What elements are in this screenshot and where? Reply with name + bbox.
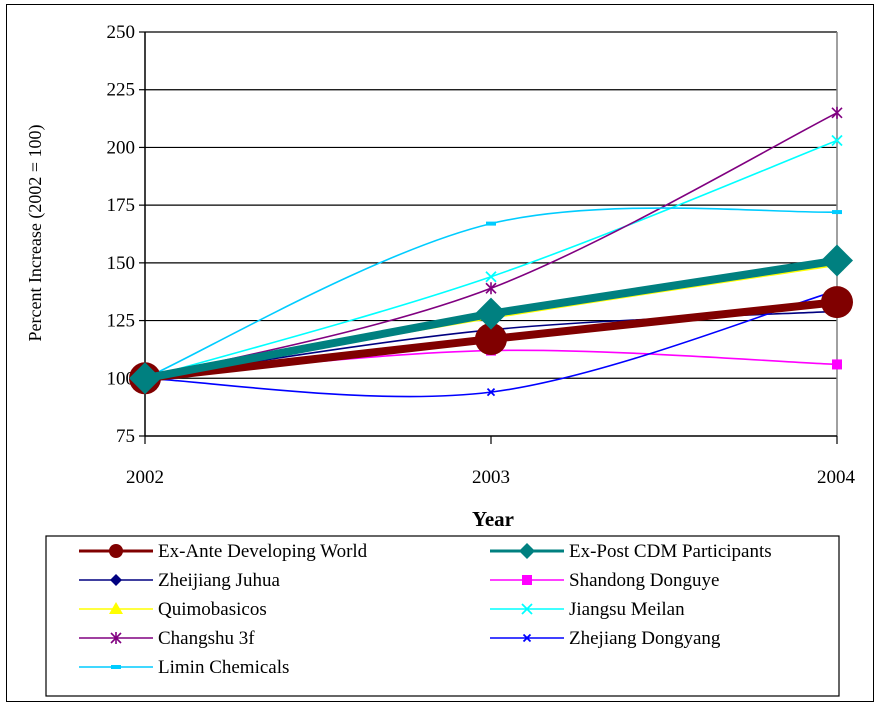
point-jiangsu-meilan-2004: [831, 134, 843, 147]
legend-item-jiangsu-meilan: Jiangsu Meilan: [490, 599, 685, 620]
y-tick-label-100: 100: [107, 368, 136, 389]
legend-item-ex-ante-developing-world: Ex-Ante Developing World: [79, 541, 368, 562]
legend-label-ex-ante-developing-world: Ex-Ante Developing World: [158, 541, 368, 562]
point-ex-post-cdm-participants-2004: [821, 244, 853, 277]
point-ex-ante-developing-world-2004: [821, 286, 853, 319]
y-axis-title: Percent Increase (2002 = 100): [25, 124, 46, 341]
y-tick-label-225: 225: [107, 80, 136, 101]
y-tick-label-150: 150: [107, 253, 136, 274]
point-zhejiang-dongyang-2003: [486, 388, 496, 397]
point-limin-chemicals-2003: [486, 221, 496, 226]
legend-marker-quimobasicos: [109, 602, 123, 614]
point-shandong-donguye-2004: [832, 359, 842, 370]
legend-item-quimobasicos: Quimobasicos: [79, 599, 267, 620]
legend-item-zhejiang-dongyang: Zhejiang Dongyang: [490, 628, 721, 649]
x-axis-title: Year: [472, 507, 514, 531]
point-jiangsu-meilan-2004-b: [831, 134, 843, 147]
y-tick-labels: 75 100 125 150 175 200 225 250: [107, 22, 136, 447]
legend-marker-zhejiang-dongyang-b: [522, 633, 532, 643]
y-tick-label-250: 250: [107, 22, 136, 43]
legend-marker-jiangsu-meilan: [521, 603, 533, 615]
legend-label-changshu-3f: Changshu 3f: [158, 628, 255, 649]
legend-marker-ex-ante-developing-world: [109, 544, 123, 558]
x-tick-labels: 2002 2003 2004: [126, 467, 856, 488]
chart-frame: 75 100 125 150 175 200 225 250 2002 2003 2004 Per…: [6, 4, 874, 702]
point-limin-chemicals-2004: [832, 210, 842, 215]
legend-marker-zhejiang-dongyang: [522, 633, 532, 643]
y-tick-label-125: 125: [107, 311, 136, 332]
legend-item-limin-chemicals: Limin Chemicals: [79, 657, 289, 678]
y-tick-label-175: 175: [107, 195, 136, 216]
series-ex-post-cdm-participants: [129, 244, 853, 395]
point-jiangsu-meilan-2003-b: [485, 271, 497, 283]
legend-item-ex-post-cdm-participants: Ex-Post CDM Participants: [490, 541, 772, 562]
y-tick-label-200: 200: [107, 137, 136, 158]
legend-marker-zheijiang-juhua: [110, 574, 122, 586]
legend-label-zheijiang-juhua: Zheijiang Juhua: [158, 570, 280, 591]
legend-item-shandong-donguye: Shandong Donguye: [490, 570, 719, 591]
legend-label-limin-chemicals: Limin Chemicals: [158, 657, 289, 678]
x-tick-label-2004: 2004: [817, 467, 856, 488]
legend-label-quimobasicos: Quimobasicos: [158, 599, 267, 620]
point-ex-ante-developing-world-2003: [475, 323, 507, 356]
legend-marker-shandong-donguye: [522, 575, 532, 585]
y-tick-label-75: 75: [116, 426, 135, 447]
point-changshu-3f-2003: [485, 282, 497, 295]
legend-box: [45, 535, 840, 697]
point-zhejiang-dongyang-2003-b: [486, 388, 496, 397]
legend-marker-limin-chemicals: [111, 665, 121, 669]
line-chart: 75 100 125 150 175 200 225 250 2002 2003 2004 Per…: [25, 22, 856, 697]
legend: Ex-Ante Developing World Ex-Post CDM Part…: [45, 535, 840, 697]
point-ex-post-cdm-participants-2003: [475, 297, 507, 330]
point-jiangsu-meilan-2003: [485, 271, 497, 283]
legend-label-ex-post-cdm-participants: Ex-Post CDM Participants: [569, 541, 772, 562]
legend-marker-jiangsu-meilan-b: [521, 603, 533, 615]
point-ex-post-cdm-participants-2002: [129, 362, 161, 395]
series-lines: [129, 106, 853, 398]
legend-label-jiangsu-meilan: Jiangsu Meilan: [569, 599, 685, 620]
legend-label-shandong-donguye: Shandong Donguye: [569, 570, 719, 591]
x-tick-label-2003: 2003: [472, 467, 510, 488]
legend-item-changshu-3f: Changshu 3f: [79, 628, 255, 649]
legend-marker-ex-post-cdm-participants: [519, 543, 535, 559]
legend-item-zheijiang-juhua: Zheijiang Juhua: [79, 570, 280, 591]
legend-label-zhejiang-dongyang: Zhejiang Dongyang: [569, 628, 721, 649]
axes: [139, 31, 838, 444]
x-tick-label-2002: 2002: [126, 467, 164, 488]
point-changshu-3f-2004: [831, 106, 843, 119]
legend-marker-changshu-3f: [110, 632, 122, 644]
